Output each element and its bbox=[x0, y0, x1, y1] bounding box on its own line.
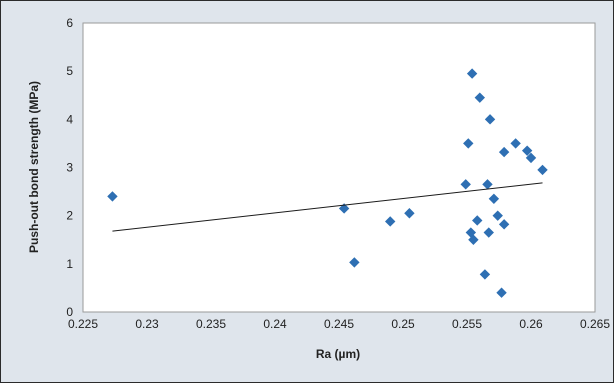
y-tick-label: 5 bbox=[66, 64, 73, 78]
trendline bbox=[112, 182, 543, 232]
data-point bbox=[385, 216, 396, 227]
data-point bbox=[468, 234, 479, 245]
data-point bbox=[404, 208, 415, 219]
tick-labels: 0.225 0.23 0.235 0.24 0.245 0.25 0.255 0.26 0.26… bbox=[66, 16, 610, 331]
y-axis-title: Push-out bond strength (MPa) bbox=[27, 81, 41, 253]
data-point bbox=[482, 179, 493, 190]
y-tick-label: 6 bbox=[66, 16, 73, 30]
x-axis-title: Ra (µm) bbox=[316, 347, 360, 361]
x-tick-label: 0.265 bbox=[580, 317, 610, 331]
data-point bbox=[496, 287, 507, 298]
data-point bbox=[460, 179, 471, 190]
y-tick-label: 2 bbox=[66, 209, 73, 223]
data-point bbox=[498, 146, 510, 158]
data-points bbox=[107, 68, 548, 298]
x-tick-label: 0.235 bbox=[196, 317, 226, 331]
data-point bbox=[525, 152, 537, 164]
data-point bbox=[474, 92, 485, 103]
data-point bbox=[107, 191, 118, 202]
y-tick-label: 3 bbox=[66, 161, 73, 175]
plot-area bbox=[82, 22, 596, 313]
data-point bbox=[472, 215, 483, 226]
x-tick-label: 0.24 bbox=[263, 317, 287, 331]
data-point bbox=[498, 219, 510, 230]
y-tick-label: 4 bbox=[66, 112, 73, 126]
y-tick-label: 1 bbox=[66, 257, 73, 271]
x-tick-label: 0.23 bbox=[135, 317, 159, 331]
data-point bbox=[349, 257, 360, 268]
x-tick-label: 0.26 bbox=[519, 317, 543, 331]
data-point bbox=[488, 193, 500, 205]
data-point bbox=[521, 145, 533, 156]
data-point bbox=[510, 138, 521, 149]
data-point bbox=[492, 210, 503, 221]
x-tick-label: 0.225 bbox=[68, 317, 98, 331]
data-point bbox=[466, 68, 478, 79]
x-tick-label: 0.25 bbox=[391, 317, 415, 331]
x-tick-label: 0.255 bbox=[452, 317, 482, 331]
data-point bbox=[463, 138, 474, 149]
data-point bbox=[483, 227, 494, 238]
data-point bbox=[537, 164, 548, 176]
y-tick-label: 0 bbox=[66, 305, 73, 319]
data-point bbox=[484, 114, 496, 125]
data-point bbox=[479, 269, 491, 280]
x-tick-label: 0.245 bbox=[324, 317, 354, 331]
